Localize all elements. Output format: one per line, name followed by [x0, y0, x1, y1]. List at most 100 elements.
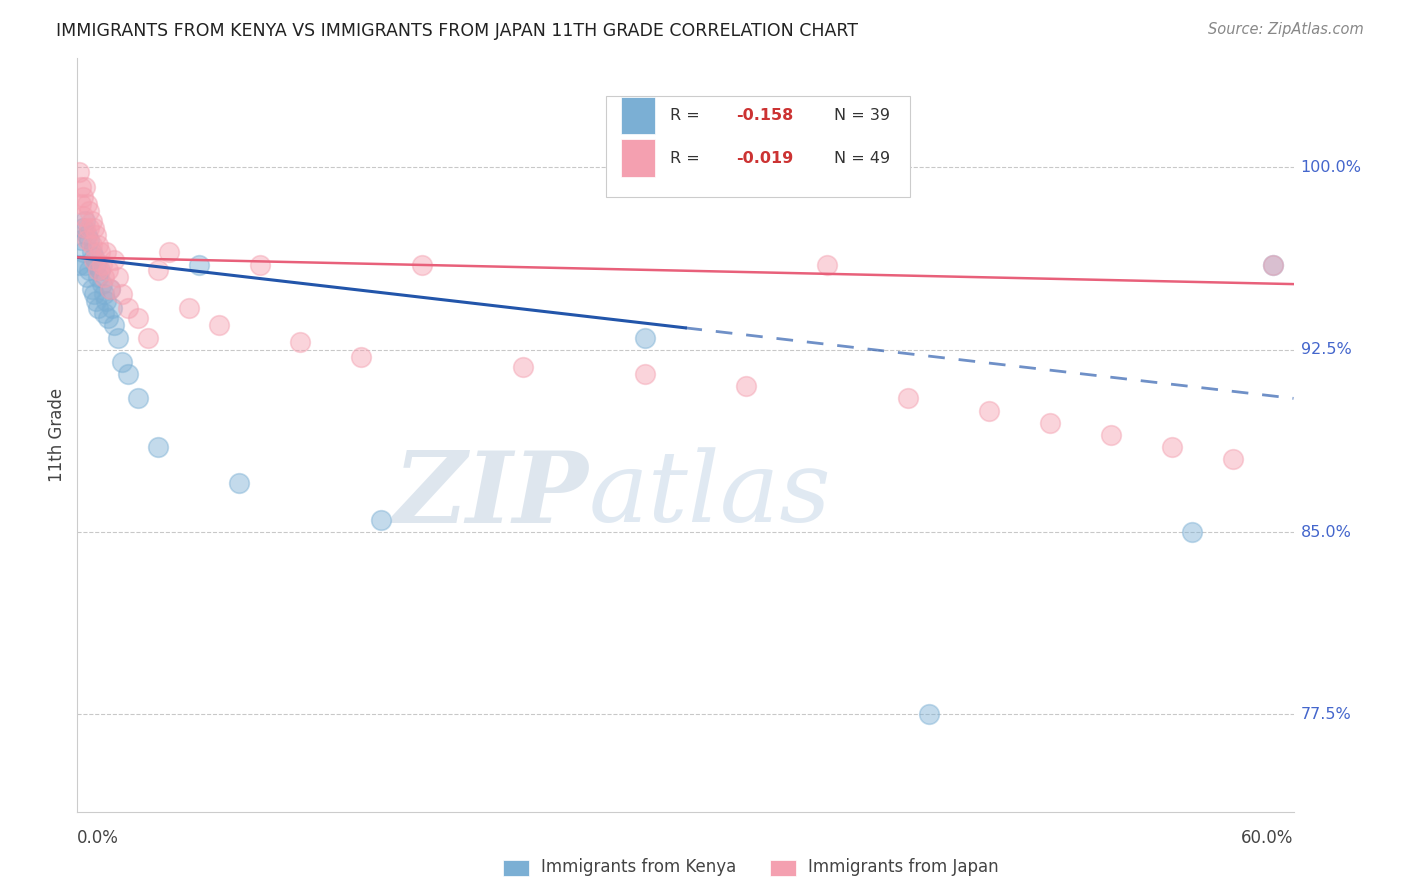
Point	[1039, 416, 1062, 430]
Point	[80, 245, 103, 260]
Text: Immigrants from Kenya: Immigrants from Kenya	[541, 858, 737, 876]
Point	[979, 403, 1001, 417]
Point	[411, 258, 433, 272]
Point	[228, 476, 250, 491]
Point	[79, 233, 101, 247]
Text: Immigrants from Japan: Immigrants from Japan	[808, 858, 1000, 876]
Point	[79, 221, 101, 235]
FancyBboxPatch shape	[606, 95, 911, 197]
Point	[72, 221, 94, 235]
Text: R =: R =	[669, 108, 704, 123]
Point	[1263, 258, 1285, 272]
Point	[80, 238, 103, 252]
Point	[634, 367, 657, 381]
Point	[67, 165, 90, 179]
Point	[70, 197, 93, 211]
Point	[75, 179, 97, 194]
Point	[177, 301, 200, 316]
Point	[79, 262, 101, 277]
Point	[72, 209, 94, 223]
Point	[370, 513, 392, 527]
Point	[97, 311, 120, 326]
Point	[208, 318, 231, 333]
Point	[79, 204, 101, 219]
Point	[634, 330, 657, 344]
Point	[90, 258, 112, 272]
Point	[83, 251, 105, 265]
Point	[512, 359, 534, 374]
Text: IMMIGRANTS FROM KENYA VS IMMIGRANTS FROM JAPAN 11TH GRADE CORRELATION CHART: IMMIGRANTS FROM KENYA VS IMMIGRANTS FROM…	[56, 22, 858, 40]
Point	[815, 258, 838, 272]
Text: 60.0%: 60.0%	[1241, 829, 1294, 847]
Point	[75, 258, 97, 272]
Point	[107, 330, 129, 344]
Point	[83, 221, 105, 235]
Point	[290, 335, 312, 350]
Text: N = 39: N = 39	[834, 108, 890, 123]
Point	[70, 179, 93, 194]
Point	[111, 286, 134, 301]
Point	[76, 228, 98, 243]
Text: -0.158: -0.158	[737, 108, 794, 123]
Point	[86, 262, 108, 277]
Point	[93, 269, 115, 284]
Point	[90, 277, 112, 291]
Text: 0.0%: 0.0%	[77, 829, 120, 847]
Point	[148, 440, 170, 454]
Point	[101, 301, 124, 316]
Text: N = 49: N = 49	[834, 151, 890, 166]
Point	[1263, 258, 1285, 272]
Point	[117, 367, 139, 381]
Text: 92.5%: 92.5%	[1301, 343, 1351, 358]
Point	[350, 350, 373, 364]
Point	[76, 233, 98, 247]
Point	[157, 245, 180, 260]
Point	[117, 301, 139, 316]
Point	[94, 294, 117, 309]
Bar	[621, 96, 655, 135]
Text: atlas: atlas	[588, 448, 831, 543]
Point	[83, 286, 105, 301]
Point	[80, 282, 103, 296]
Point	[83, 252, 105, 267]
Point	[86, 269, 108, 284]
Point	[67, 258, 90, 272]
Point	[84, 258, 107, 272]
Point	[80, 214, 103, 228]
Point	[89, 262, 111, 277]
Text: 85.0%: 85.0%	[1301, 524, 1351, 540]
Point	[127, 311, 149, 326]
Text: Source: ZipAtlas.com: Source: ZipAtlas.com	[1208, 22, 1364, 37]
Point	[76, 197, 98, 211]
Point	[72, 189, 94, 203]
Point	[107, 269, 129, 284]
Point	[70, 233, 93, 247]
Point	[93, 286, 115, 301]
Point	[84, 294, 107, 309]
Point	[103, 318, 125, 333]
Point	[84, 228, 107, 243]
Text: 77.5%: 77.5%	[1301, 707, 1351, 722]
Text: -0.019: -0.019	[737, 151, 794, 166]
Point	[86, 301, 108, 316]
Bar	[621, 139, 655, 178]
Point	[75, 214, 97, 228]
Point	[136, 330, 159, 344]
Point	[98, 282, 121, 296]
Point	[1222, 452, 1244, 467]
Point	[86, 238, 108, 252]
Point	[188, 258, 211, 272]
Point	[249, 258, 271, 272]
Point	[94, 245, 117, 260]
Point	[93, 306, 115, 320]
Y-axis label: 11th Grade: 11th Grade	[48, 388, 66, 482]
Point	[103, 252, 125, 267]
Point	[89, 245, 111, 260]
Point	[148, 262, 170, 277]
Point	[918, 707, 941, 722]
Point	[1099, 427, 1122, 442]
Text: 100.0%: 100.0%	[1301, 160, 1361, 175]
Text: R =: R =	[669, 151, 704, 166]
Point	[1181, 525, 1204, 540]
Point	[97, 262, 120, 277]
